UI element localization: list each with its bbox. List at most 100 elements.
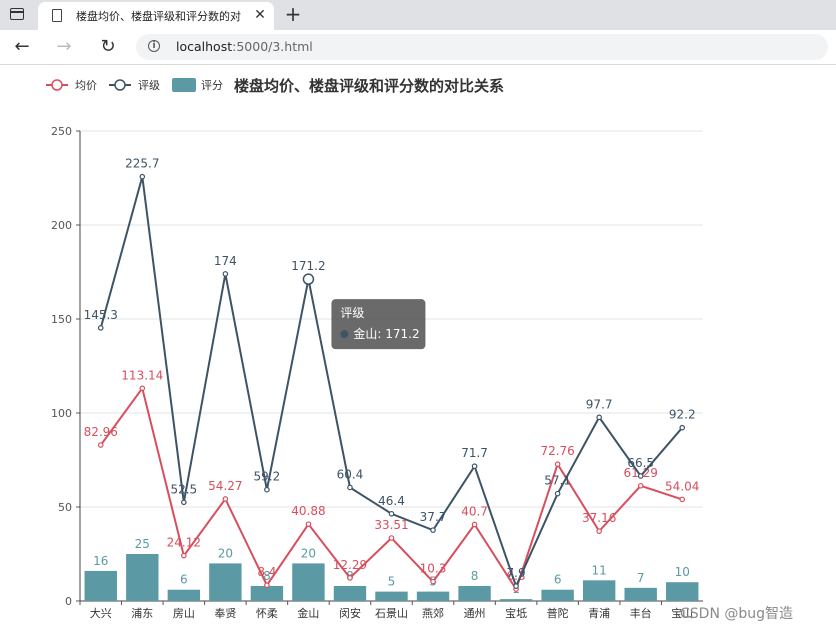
- data-point: [97, 325, 104, 331]
- x-tick-label: 青浦: [588, 607, 610, 620]
- point-data-label: 225.7: [125, 157, 159, 171]
- x-tick-label: 浦东: [131, 607, 153, 620]
- data-point: [554, 490, 561, 497]
- data-point: [637, 482, 644, 489]
- bar: [333, 585, 367, 601]
- bar: [84, 570, 117, 601]
- reload-button[interactable]: ↻: [100, 36, 116, 57]
- x-tick-label: 闵安: [339, 606, 361, 620]
- x-tick-label: 普陀: [547, 606, 569, 620]
- point-data-label: 97.7: [586, 397, 613, 411]
- data-point: [596, 414, 602, 421]
- data-point: [513, 583, 519, 589]
- tab-actions-icon[interactable]: [10, 8, 24, 20]
- x-tick-label: 怀柔: [256, 607, 278, 620]
- point-data-label: 33.51: [374, 518, 408, 532]
- x-tick-label: 宝山: [671, 606, 693, 620]
- data-point: [264, 582, 270, 589]
- data-point: [347, 484, 353, 491]
- chart: 050100150200250162562082085581611710大兴浦东…: [46, 77, 703, 620]
- data-point: [388, 535, 395, 541]
- bar: [499, 599, 533, 601]
- x-tick-label: 宝坻: [505, 606, 527, 620]
- new-tab-button[interactable]: +: [284, 2, 302, 26]
- back-button[interactable]: ←: [14, 36, 30, 57]
- point-data-label: 60.4: [337, 467, 364, 481]
- point-data-label: 66.5: [627, 456, 654, 470]
- point-data-label: 57.1: [544, 474, 571, 488]
- x-tick-label: 房山: [173, 607, 195, 620]
- point-data-label: 72.76: [540, 444, 574, 458]
- bar-data-label: 5: [388, 575, 396, 589]
- bar: [416, 591, 450, 601]
- data-point: [679, 496, 686, 503]
- point-data-label: 82.96: [84, 425, 118, 439]
- data-point: [305, 521, 312, 527]
- data-point: [181, 499, 187, 506]
- tooltip-box: [331, 299, 426, 350]
- bar: [624, 587, 657, 601]
- point-data-label: 37.16: [582, 511, 616, 525]
- url-host: localhost: [176, 39, 233, 54]
- tab-close-icon[interactable]: ✕: [254, 7, 266, 23]
- point-data-label: 61.29: [624, 466, 658, 480]
- site-info-icon[interactable]: i: [148, 40, 160, 52]
- data-point: [471, 463, 478, 470]
- url-text[interactable]: localhost:5000/3.html: [176, 39, 313, 54]
- address-bar[interactable]: i localhost:5000/3.html: [136, 34, 828, 60]
- legend-marker-icon: [51, 79, 63, 91]
- tooltip-series: 评级: [340, 306, 364, 320]
- bar: [375, 591, 408, 601]
- y-tick-label: 150: [51, 313, 72, 326]
- x-tick-label: 大兴: [90, 606, 112, 620]
- y-tick-label: 50: [58, 501, 72, 514]
- url-path: :5000/3.html: [232, 39, 313, 54]
- bar-data-label: 8: [471, 569, 479, 583]
- point-data-label: 8.4: [257, 565, 276, 579]
- data-point: [222, 496, 229, 502]
- data-point: [430, 578, 436, 585]
- data-point: [596, 528, 602, 534]
- data-point: [181, 552, 187, 559]
- bar: [126, 554, 159, 601]
- tab-title: 楼盘均价、楼盘评级和评分数的对: [76, 10, 241, 23]
- bar-data-label: 7: [637, 571, 645, 585]
- data-point: [264, 486, 270, 493]
- x-tick-label: 奉贤: [214, 606, 236, 620]
- data-point: [637, 473, 644, 479]
- point-data-label: 113.14: [121, 368, 163, 382]
- bar: [167, 589, 201, 601]
- point-data-label: 24.12: [167, 536, 201, 550]
- point-data-label: 40.7: [461, 504, 488, 518]
- bar-data-label: 16: [93, 554, 108, 568]
- bar: [541, 589, 574, 601]
- tab-bar: 楼盘均价、楼盘评级和评分数的对 ✕ +: [0, 0, 836, 30]
- bar-data-label: 11: [592, 563, 607, 577]
- data-point: [430, 527, 436, 533]
- bar: [292, 563, 325, 601]
- data-point: [139, 173, 146, 180]
- point-data-label: 145.3: [84, 308, 118, 322]
- point-data-label: 40.88: [291, 504, 325, 518]
- forward-button[interactable]: →: [56, 36, 72, 57]
- active-tab[interactable]: 楼盘均价、楼盘评级和评分数的对 ✕: [38, 2, 274, 30]
- point-data-label: 54.04: [665, 479, 699, 493]
- legend-label: 评分: [201, 79, 223, 92]
- data-point: [347, 575, 353, 581]
- point-data-label: 12.29: [333, 558, 367, 572]
- bar-data-label: 6: [554, 573, 562, 587]
- legend-label: 均价: [75, 79, 97, 92]
- point-data-label: 59.2: [254, 470, 281, 484]
- point-data-label: 171.2: [291, 259, 325, 273]
- x-tick-label: 通州: [464, 607, 486, 620]
- bar: [582, 580, 616, 601]
- data-point: [97, 442, 104, 448]
- bar: [250, 585, 284, 601]
- page-icon: [52, 9, 62, 22]
- x-tick-label: 石景山: [375, 607, 408, 620]
- point-data-label: 52.5: [170, 482, 197, 496]
- legend-marker-icon: [114, 79, 126, 91]
- data-point: [554, 461, 561, 468]
- y-tick-label: 100: [51, 407, 72, 420]
- bar-data-label: 25: [135, 537, 150, 551]
